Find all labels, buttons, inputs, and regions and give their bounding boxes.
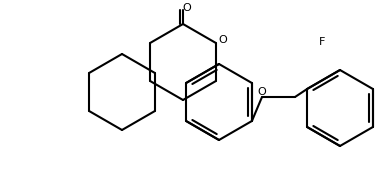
- Text: O: O: [219, 35, 227, 45]
- Text: O: O: [258, 87, 266, 97]
- Text: F: F: [319, 37, 325, 47]
- Text: O: O: [183, 3, 192, 13]
